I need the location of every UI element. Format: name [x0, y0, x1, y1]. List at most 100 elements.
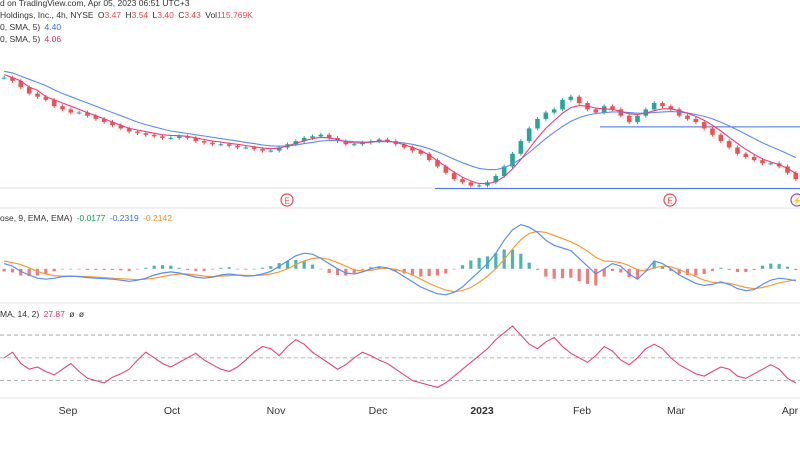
marker-glyph: E — [667, 197, 672, 206]
macd-histogram-bar — [194, 268, 198, 271]
macd-histogram-bar — [152, 265, 156, 269]
candle-body — [76, 112, 82, 114]
candle-body — [126, 128, 132, 132]
candle-body — [635, 115, 640, 123]
candle-body — [443, 166, 449, 173]
macd-histogram-bar — [2, 268, 6, 272]
price-pane[interactable] — [1, 70, 800, 190]
macd-histogram-bar — [210, 268, 215, 270]
candle-body — [343, 141, 349, 145]
candle-body — [326, 134, 332, 138]
macd-histogram-bar — [377, 266, 381, 269]
macd-histogram-bar — [10, 268, 15, 273]
macd-histogram-bar — [85, 268, 90, 270]
macd-histogram-bar — [319, 268, 323, 270]
macd-histogram-bar — [785, 266, 790, 269]
candle-body — [151, 134, 157, 137]
macd-histogram-bar — [360, 268, 365, 270]
candle-body — [668, 106, 674, 110]
rsi-legend[interactable]: MA, 14, 2) 27.87 ø ø — [0, 309, 84, 319]
macd-histogram-bar — [560, 268, 565, 279]
x-axis: Sep Oct Nov Dec 2023 Feb Mar Apr — [59, 405, 799, 417]
macd-histogram-bar — [585, 268, 590, 284]
macd-histogram-bar — [310, 264, 315, 269]
candle-body — [401, 144, 407, 148]
macd-histogram-bar — [744, 268, 748, 272]
macd-histogram-bar — [485, 256, 490, 269]
macd-histogram-bar — [794, 268, 798, 270]
candle-body — [251, 147, 257, 150]
macd-histogram-bar — [177, 267, 181, 269]
candle-body — [426, 153, 432, 161]
macd-histogram-bar — [94, 268, 98, 270]
macd-histogram-bar — [77, 268, 81, 270]
sma2-legend[interactable]: 0, SMA, 5) 4.06 — [0, 34, 61, 44]
source-text: d on TradingView.com, Apr 05, 2023 06:51… — [0, 0, 190, 8]
candle-body — [543, 112, 549, 119]
macd-histogram-bar — [69, 268, 73, 270]
candle-body — [468, 182, 474, 186]
candle-body — [410, 147, 415, 151]
x-axis-tick-label: Oct — [164, 405, 180, 417]
candle-body — [560, 99, 565, 110]
rsi-label: MA, 14, 2) — [0, 309, 40, 319]
candle-body — [693, 118, 699, 123]
sma1-value: 4.40 — [44, 22, 62, 32]
macd-signal-line — [4, 230, 796, 293]
macd-histogram-bar — [769, 263, 773, 269]
sma1-legend[interactable]: 0, SMA, 5) 4.40 — [0, 22, 61, 32]
candle-body — [476, 185, 482, 187]
high-value: 3.54 — [131, 10, 149, 20]
candle-body — [385, 139, 390, 142]
sma-slow-line — [4, 70, 797, 171]
marker-glyph: E — [284, 197, 289, 206]
macd-hist-value: -0.0177 — [76, 213, 106, 223]
close-label: C — [178, 10, 185, 20]
macd-legend[interactable]: ose, 9, EMA, EMA) -0.0177 -0.2319 -0.214… — [0, 213, 172, 223]
macd-histogram-bar — [510, 249, 515, 269]
candle-body — [26, 87, 32, 94]
rsi-extra-2: ø — [78, 309, 85, 319]
macd-histogram-bar — [527, 262, 531, 269]
candle-body — [535, 118, 540, 129]
earnings-marker[interactable]: E — [663, 193, 677, 207]
macd-histogram-bar — [44, 268, 48, 274]
macd-histogram-bar — [369, 267, 373, 269]
macd-histogram-bar — [419, 268, 423, 277]
macd-histogram-bar — [594, 268, 598, 286]
candle-body — [60, 106, 65, 110]
macd-histogram-bar — [135, 268, 140, 270]
macd-histogram-bar — [52, 268, 56, 272]
candle-body — [518, 141, 524, 154]
macd-line — [4, 223, 796, 296]
event-markers[interactable]: E E ⚡ — [280, 193, 800, 207]
grid-lines — [0, 187, 800, 399]
rsi-pane[interactable] — [0, 325, 800, 388]
macd-histogram-bar — [202, 268, 206, 271]
candle-body — [376, 139, 382, 142]
candle-body — [568, 96, 574, 100]
symbol-legend[interactable]: Holdings, Inc., 4h, NYSE O3.47 H3.54 L3.… — [0, 10, 253, 20]
x-axis-tick-label: Mar — [667, 405, 686, 417]
marker-circle — [663, 193, 677, 207]
macd-pane[interactable] — [2, 223, 798, 296]
marker-circle — [280, 193, 294, 207]
candle-body — [276, 147, 282, 151]
macd-histogram-bar — [160, 265, 165, 269]
candle-body — [460, 179, 465, 183]
candle-body — [210, 142, 215, 145]
dividend-marker-icon[interactable]: ⚡ — [790, 193, 800, 207]
earnings-marker[interactable]: E — [280, 193, 294, 207]
candle-body — [626, 115, 632, 123]
candle-body — [793, 172, 799, 180]
macd-histogram-bar — [285, 261, 290, 269]
macd-histogram-bar — [694, 268, 698, 276]
candle-body — [176, 136, 182, 138]
candle-body — [243, 147, 249, 149]
macd-histogram-bar — [544, 268, 548, 277]
macd-histogram-bar — [127, 268, 131, 271]
candle-body — [85, 112, 90, 116]
x-axis-tick-label: Nov — [267, 405, 286, 417]
marker-glyph: ⚡ — [792, 196, 800, 206]
